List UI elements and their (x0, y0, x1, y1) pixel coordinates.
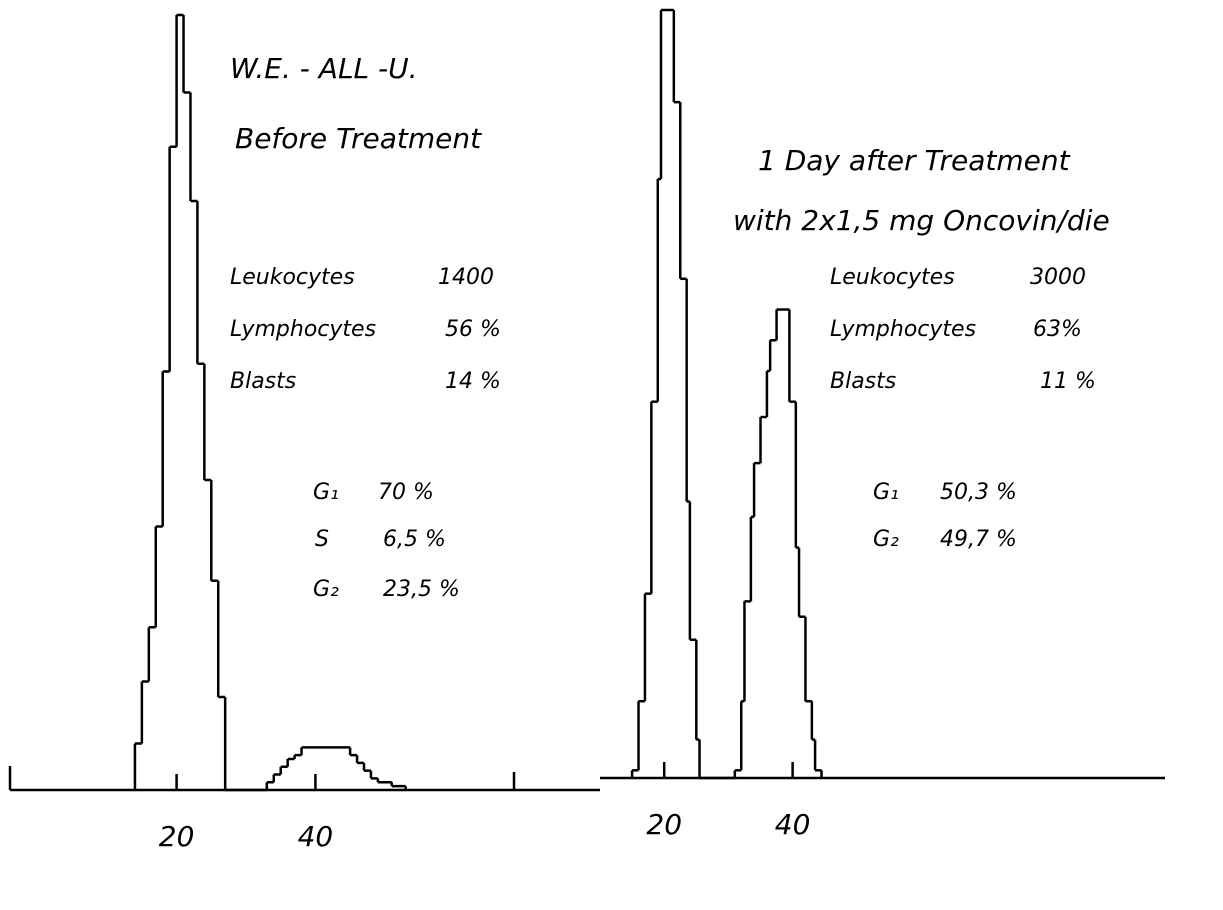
phase-label: S (315, 527, 329, 552)
phase-label: G₂ (313, 577, 339, 602)
stat-value: 14 % (445, 369, 501, 394)
stat-label: Lymphocytes (830, 317, 976, 342)
stat-value: 56 % (445, 317, 501, 342)
phase-value: 70 % (378, 480, 434, 505)
right-annotations: 1 Day after Treatment with 2x1,5 mg Onco… (733, 144, 1110, 552)
subtitle: with 2x1,5 mg Oncovin/die (733, 204, 1110, 237)
stat-label: Leukocytes (830, 265, 955, 290)
stat-label: Leukocytes (230, 265, 355, 290)
stat-value: 63% (1033, 317, 1082, 342)
phase-label: G₁ (313, 480, 339, 505)
stat-label: Blasts (230, 369, 296, 394)
stat-label: Blasts (830, 369, 896, 394)
stat-value: 3000 (1030, 265, 1086, 290)
subtitle: 1 Day after Treatment (758, 144, 1071, 177)
left-annotations: W.E. - ALL -U. Before Treatment Leukocyt… (230, 52, 501, 602)
stat-value: 11 % (1040, 369, 1096, 394)
subtitle: Before Treatment (235, 122, 482, 155)
phase-label: G₂ (873, 527, 899, 552)
title: W.E. - ALL -U. (230, 52, 418, 85)
phase-value: 6,5 % (383, 527, 446, 552)
stat-value: 1400 (438, 265, 494, 290)
x-tick-label: 20 (159, 820, 195, 853)
x-tick-label: 20 (646, 808, 682, 841)
phase-value: 49,7 % (940, 527, 1017, 552)
phase-label: G₁ (873, 480, 899, 505)
stat-label: Lymphocytes (230, 317, 376, 342)
x-tick-label: 40 (298, 820, 334, 853)
x-tick-label: 40 (775, 808, 811, 841)
phase-value: 50,3 % (940, 480, 1017, 505)
phase-value: 23,5 % (383, 577, 460, 602)
